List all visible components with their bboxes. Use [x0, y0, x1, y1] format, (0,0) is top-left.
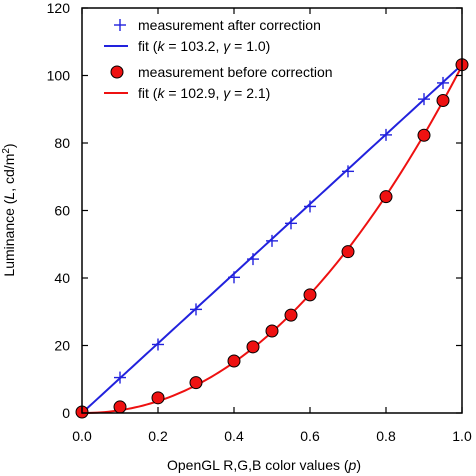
y-axis-title: Luminance (L, cd/m2): [1, 143, 17, 276]
circle-point: [303, 288, 317, 302]
circle-point: [341, 245, 355, 259]
legend-entry-after-correction: measurement after correction: [114, 17, 321, 33]
svg-text:Luminance (L, cd/m2): Luminance (L, cd/m2): [1, 143, 17, 276]
x-tick-label: 1.0: [452, 428, 472, 444]
circle-point: [113, 400, 127, 414]
circle-point: [379, 190, 393, 204]
circle-point: [284, 308, 298, 322]
legend: measurement after correction fit (k = 10…: [104, 17, 333, 101]
x-tick-label: 0.8: [376, 428, 396, 444]
legend-entry-fit-after: fit (k = 103.2, γ = 1.0): [104, 38, 270, 54]
legend-plus-marker: [114, 19, 126, 31]
plus-point: [418, 93, 430, 106]
circle-point: [265, 324, 279, 338]
plus-point: [152, 338, 164, 351]
plus-point: [380, 128, 392, 141]
circle-point: [417, 128, 431, 142]
y-tick-label: 0: [62, 405, 70, 421]
x-tick-label: 0.6: [300, 428, 320, 444]
x-axis-title: OpenGL R,G,B color values (p): [167, 457, 361, 473]
plus-point: [342, 165, 354, 178]
y-tick-label: 100: [47, 68, 71, 84]
plus-point: [190, 303, 202, 316]
axis-ticks: 0.0 0.2 0.4 0.6 0.8 1.0 0 20 40 60 80 100 120: [47, 0, 472, 444]
legend-label-after-correction: measurement after correction: [138, 17, 321, 33]
y-tick-label: 20: [54, 338, 70, 354]
y-tick-label: 60: [54, 203, 70, 219]
circle-point: [227, 354, 241, 368]
legend-entry-fit-before: fit (k = 102.9, γ = 2.1): [104, 85, 270, 101]
circle-point: [189, 376, 203, 390]
plus-point: [304, 200, 316, 213]
svg-text:OpenGL R,G,B color values (p): OpenGL R,G,B color values (p): [167, 457, 361, 473]
plus-point: [228, 271, 240, 284]
plus-point: [285, 217, 297, 230]
legend-entry-before-correction: measurement before correction: [110, 64, 333, 80]
series-layer: [75, 58, 469, 419]
x-tick-label: 0.4: [224, 428, 244, 444]
plus-point: [266, 234, 278, 247]
y-tick-label: 120: [47, 0, 71, 16]
plus-point: [114, 371, 126, 384]
legend-circle-marker: [110, 65, 124, 79]
x-tick-label: 0.0: [72, 428, 92, 444]
y-tick-label: 40: [54, 270, 70, 286]
circle-point: [246, 340, 260, 354]
y-tick-label: 80: [54, 135, 70, 151]
legend-label-fit-after: fit (k = 103.2, γ = 1.0): [138, 38, 270, 54]
x-tick-label: 0.2: [148, 428, 168, 444]
legend-label-before-correction: measurement before correction: [138, 64, 333, 80]
legend-label-fit-before: fit (k = 102.9, γ = 2.1): [138, 85, 270, 101]
plus-point: [247, 253, 259, 266]
circle-point: [436, 93, 450, 107]
circle-point: [151, 391, 165, 405]
plus-point: [437, 76, 449, 89]
